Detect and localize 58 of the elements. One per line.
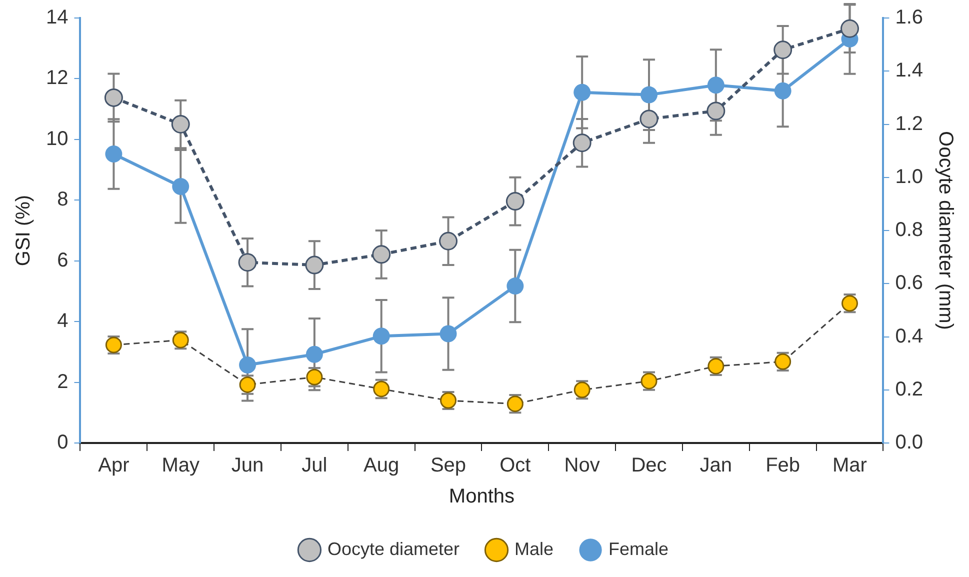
point xyxy=(305,256,324,274)
y-tick-label: 10 xyxy=(46,128,68,150)
point xyxy=(171,115,190,134)
point xyxy=(774,40,792,60)
point xyxy=(104,88,123,107)
x-tick-label: Dec xyxy=(631,454,667,477)
y-tick-label: 4 xyxy=(57,310,68,332)
point xyxy=(506,192,524,211)
point xyxy=(574,84,591,101)
x-axis-title: Months xyxy=(448,486,515,508)
x-tick-label: Jan xyxy=(700,454,732,477)
point xyxy=(372,245,391,264)
point xyxy=(372,328,390,345)
y2-tick-label: 0.8 xyxy=(895,219,924,242)
point xyxy=(840,19,859,38)
y2-tick-label: 0.6 xyxy=(895,272,924,294)
point xyxy=(440,325,457,342)
x-tick-label: Sep xyxy=(430,454,466,477)
y-tick-label: 2 xyxy=(57,370,68,393)
y2-tick-label: 0.4 xyxy=(895,325,924,348)
x-tick-label: Oct xyxy=(500,454,532,477)
y2-tick-label: 1.4 xyxy=(895,60,924,82)
y2-tick-label: 1.6 xyxy=(895,6,924,29)
point xyxy=(439,232,458,250)
y2-tick-label: 0.0 xyxy=(895,432,924,454)
y2-tick-label: 1.0 xyxy=(895,166,924,188)
point xyxy=(105,146,122,162)
point xyxy=(238,253,257,272)
point xyxy=(707,76,724,94)
point xyxy=(239,356,256,374)
point xyxy=(506,278,524,295)
y-axis-title: GSI (%) xyxy=(12,194,35,266)
x-tick-label: Mar xyxy=(832,454,868,477)
x-tick-label: May xyxy=(162,454,200,477)
y2-tick-label: 0.2 xyxy=(895,378,924,400)
y-tick-label: 14 xyxy=(46,6,68,29)
x-tick-label: Aug xyxy=(364,454,400,477)
point xyxy=(640,86,658,104)
y-tick-label: 12 xyxy=(46,67,68,90)
legend-label: Male xyxy=(514,538,554,559)
point xyxy=(640,110,658,128)
y-tick-label: 8 xyxy=(57,188,68,211)
legend-label: Oocyte diameter xyxy=(327,538,460,559)
y-tick-label: 0 xyxy=(57,432,68,454)
legend-label: Female xyxy=(608,538,669,559)
point xyxy=(706,102,726,120)
point xyxy=(774,82,792,100)
y2-axis-title: Oocyte diameter (mm) xyxy=(934,131,956,330)
point xyxy=(572,134,592,152)
x-tick-label: Feb xyxy=(766,454,800,477)
x-tick-label: Jul xyxy=(302,454,328,477)
x-tick-label: Jun xyxy=(231,454,264,477)
x-tick-label: Apr xyxy=(98,454,130,477)
y2-tick-label: 1.2 xyxy=(895,112,924,135)
point xyxy=(306,346,323,363)
point xyxy=(172,178,190,195)
x-tick-label: Nov xyxy=(564,454,600,477)
y-tick-label: 6 xyxy=(57,249,68,272)
